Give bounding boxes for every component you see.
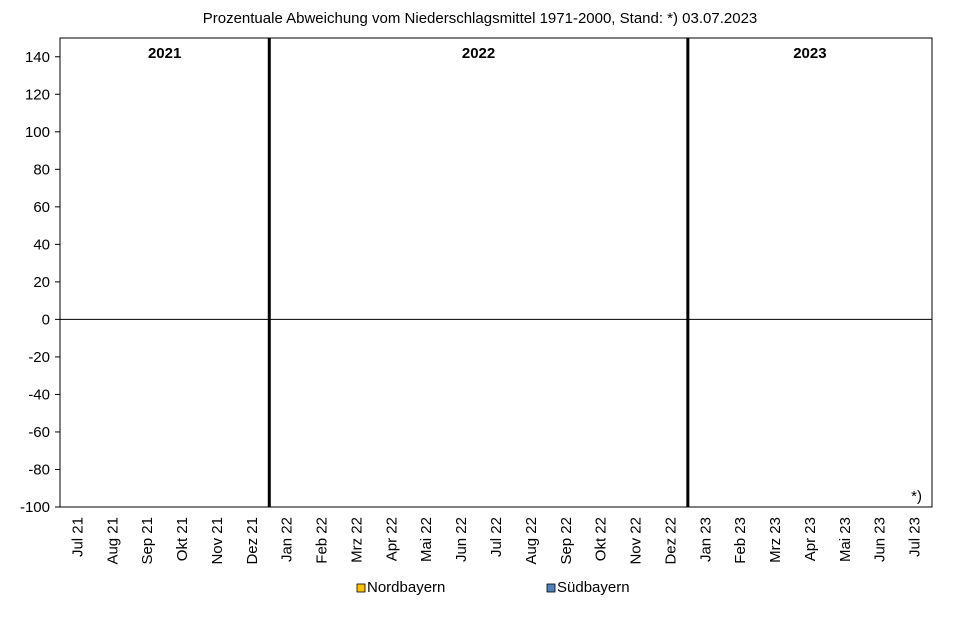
x-tick-label: Mai 22 — [418, 517, 435, 562]
x-tick-label: Mrz 22 — [348, 517, 365, 563]
y-tick-label: 40 — [33, 236, 50, 253]
x-tick-label: Dez 21 — [244, 517, 261, 565]
x-tick-label: Apr 23 — [802, 517, 819, 561]
y-tick-label: 60 — [33, 199, 50, 216]
y-tick-label: 20 — [33, 274, 50, 291]
legend-label: Südbayern — [557, 579, 630, 596]
x-tick-label: Okt 21 — [174, 517, 191, 561]
legend: Nordbayern Südbayern — [356, 579, 630, 596]
legend-swatch — [356, 583, 366, 593]
legend-swatch — [546, 583, 556, 593]
x-tick-label: Apr 22 — [383, 517, 400, 561]
y-tick-label: 140 — [25, 49, 50, 66]
plot-area — [59, 37, 933, 508]
x-tick-label: Okt 22 — [593, 517, 610, 561]
x-tick-label: Nov 22 — [628, 517, 645, 565]
y-tick-label: 120 — [25, 86, 50, 103]
y-tick-label: -100 — [20, 499, 50, 516]
x-tick-label: Jun 22 — [453, 517, 470, 562]
x-tick-label: Jun 23 — [872, 517, 889, 562]
x-tick-label: Jul 23 — [907, 517, 924, 557]
year-label-bg — [140, 42, 189, 64]
y-tick-label: -40 — [28, 386, 50, 403]
year-label: 2022 — [462, 45, 495, 62]
y-tick-label: -60 — [28, 424, 50, 441]
x-tick-label: Mai 23 — [837, 517, 854, 562]
legend-label: Nordbayern — [367, 579, 445, 596]
year-labels: 2021 2022 2023 — [140, 42, 834, 64]
x-tick-label: Feb 22 — [314, 517, 331, 564]
year-label-bg — [454, 42, 503, 64]
y-tick-label: -80 — [28, 461, 50, 478]
x-tick-label: Jul 21 — [69, 517, 86, 557]
chart-title: Prozentuale Abweichung vom Niederschlags… — [203, 10, 758, 27]
annotation-label: *) — [911, 488, 922, 505]
x-tick-label: Feb 23 — [732, 517, 749, 564]
x-axis-ticks: Jul 21 Aug 21 Sep 21 Okt 21 Nov 21 Dez 21 Jan … — [69, 517, 923, 565]
x-tick-label: Dez 22 — [662, 517, 679, 565]
x-tick-label: Sep 21 — [139, 517, 156, 565]
x-tick-label: Sep 22 — [558, 517, 575, 565]
y-axis-ticks: -100 -80 -60 -40 -20 0 20 40 60 80 100 120 140 — [20, 49, 50, 516]
x-tick-label: Aug 21 — [104, 517, 121, 565]
axes: *) — [55, 37, 933, 508]
x-tick-label: Nov 21 — [209, 517, 226, 565]
y-tick-label: 80 — [33, 161, 50, 178]
y-tick-label: -20 — [28, 349, 50, 366]
x-tick-label: Mrz 23 — [767, 517, 784, 563]
year-label: 2023 — [793, 45, 826, 62]
y-tick-label: 0 — [42, 311, 50, 328]
x-tick-label: Aug 22 — [523, 517, 540, 565]
x-tick-label: Jan 22 — [279, 517, 296, 562]
x-tick-label: Jan 23 — [697, 517, 714, 562]
y-tick-label: 100 — [25, 124, 50, 141]
year-label-bg — [785, 42, 834, 64]
year-label: 2021 — [148, 45, 181, 62]
x-tick-label: Jul 22 — [488, 517, 505, 557]
